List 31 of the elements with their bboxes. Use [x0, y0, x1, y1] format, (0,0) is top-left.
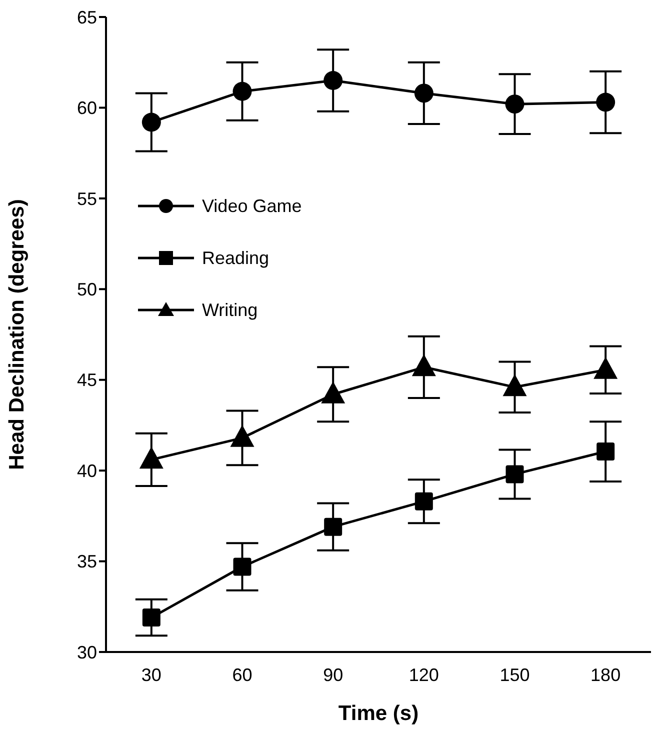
y-tick-label: 65: [76, 7, 97, 28]
point: [324, 71, 343, 90]
x-tick-label: 30: [141, 664, 162, 685]
point: [596, 92, 616, 112]
x-tick-label: 150: [500, 664, 530, 685]
point: [142, 608, 160, 627]
y-axis-title: Head Declination (degrees): [5, 199, 28, 470]
point: [506, 465, 524, 484]
legend-label: Video Game: [202, 196, 302, 216]
x-tick-label: 120: [408, 664, 439, 685]
x-tick-label: 60: [232, 664, 252, 685]
point: [324, 518, 342, 536]
y-tick-label: 55: [76, 188, 97, 209]
y-tick-label: 35: [76, 552, 97, 572]
point: [232, 82, 252, 101]
legend-label: Writing: [202, 300, 258, 320]
y-tick-label: 45: [76, 370, 97, 390]
y-tick-label: 60: [76, 98, 97, 118]
x-tick-label: 90: [323, 664, 344, 685]
x-axis-title: Time (s): [338, 702, 419, 725]
x-tick-label: 180: [590, 664, 621, 685]
legend-label: Reading: [202, 248, 270, 268]
point: [596, 442, 615, 461]
point: [233, 558, 252, 576]
y-tick-label: 40: [76, 460, 97, 481]
point: [505, 94, 524, 114]
point: [142, 112, 161, 132]
y-tick-label: 50: [76, 280, 97, 300]
point: [414, 84, 434, 103]
point: [414, 492, 433, 510]
y-tick-label: 30: [76, 642, 97, 662]
